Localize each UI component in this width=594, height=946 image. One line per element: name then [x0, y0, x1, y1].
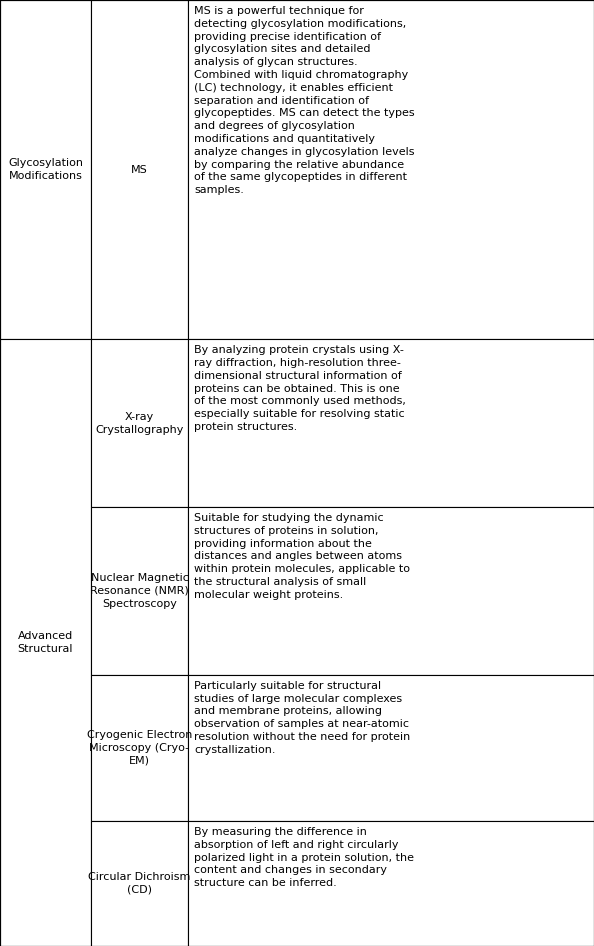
Text: Advanced
Structural: Advanced Structural: [18, 631, 73, 654]
Bar: [91, 821, 188, 946]
Text: Glycosylation
Modifications: Glycosylation Modifications: [8, 158, 83, 181]
Text: Suitable for studying the dynamic
structures of proteins in solution,
providing : Suitable for studying the dynamic struct…: [194, 513, 410, 600]
Bar: [0, 340, 91, 946]
Bar: [91, 507, 188, 674]
Bar: [0, 0, 91, 340]
Text: Circular Dichroism
(CD): Circular Dichroism (CD): [89, 872, 191, 895]
Text: Particularly suitable for structural
studies of large molecular complexes
and me: Particularly suitable for structural stu…: [194, 681, 410, 755]
Bar: [188, 507, 594, 674]
Text: By measuring the difference in
absorption of left and right circularly
polarized: By measuring the difference in absorptio…: [194, 827, 414, 888]
Bar: [91, 340, 188, 507]
Text: By analyzing protein crystals using X-
ray diffraction, high-resolution three-
d: By analyzing protein crystals using X- r…: [194, 345, 406, 432]
Bar: [188, 0, 594, 340]
Text: Cryogenic Electron
Microscopy (Cryo-
EM): Cryogenic Electron Microscopy (Cryo- EM): [87, 730, 192, 765]
Bar: [188, 340, 594, 507]
Text: X-ray
Crystallography: X-ray Crystallography: [95, 412, 184, 434]
Text: MS: MS: [131, 165, 148, 175]
Text: MS is a powerful technique for
detecting glycosylation modifications,
providing : MS is a powerful technique for detecting…: [194, 6, 415, 195]
Text: Nuclear Magnetic
Resonance (NMR)
Spectroscopy: Nuclear Magnetic Resonance (NMR) Spectro…: [90, 573, 189, 608]
Bar: [91, 674, 188, 821]
Bar: [188, 821, 594, 946]
Bar: [188, 674, 594, 821]
Bar: [91, 0, 188, 340]
